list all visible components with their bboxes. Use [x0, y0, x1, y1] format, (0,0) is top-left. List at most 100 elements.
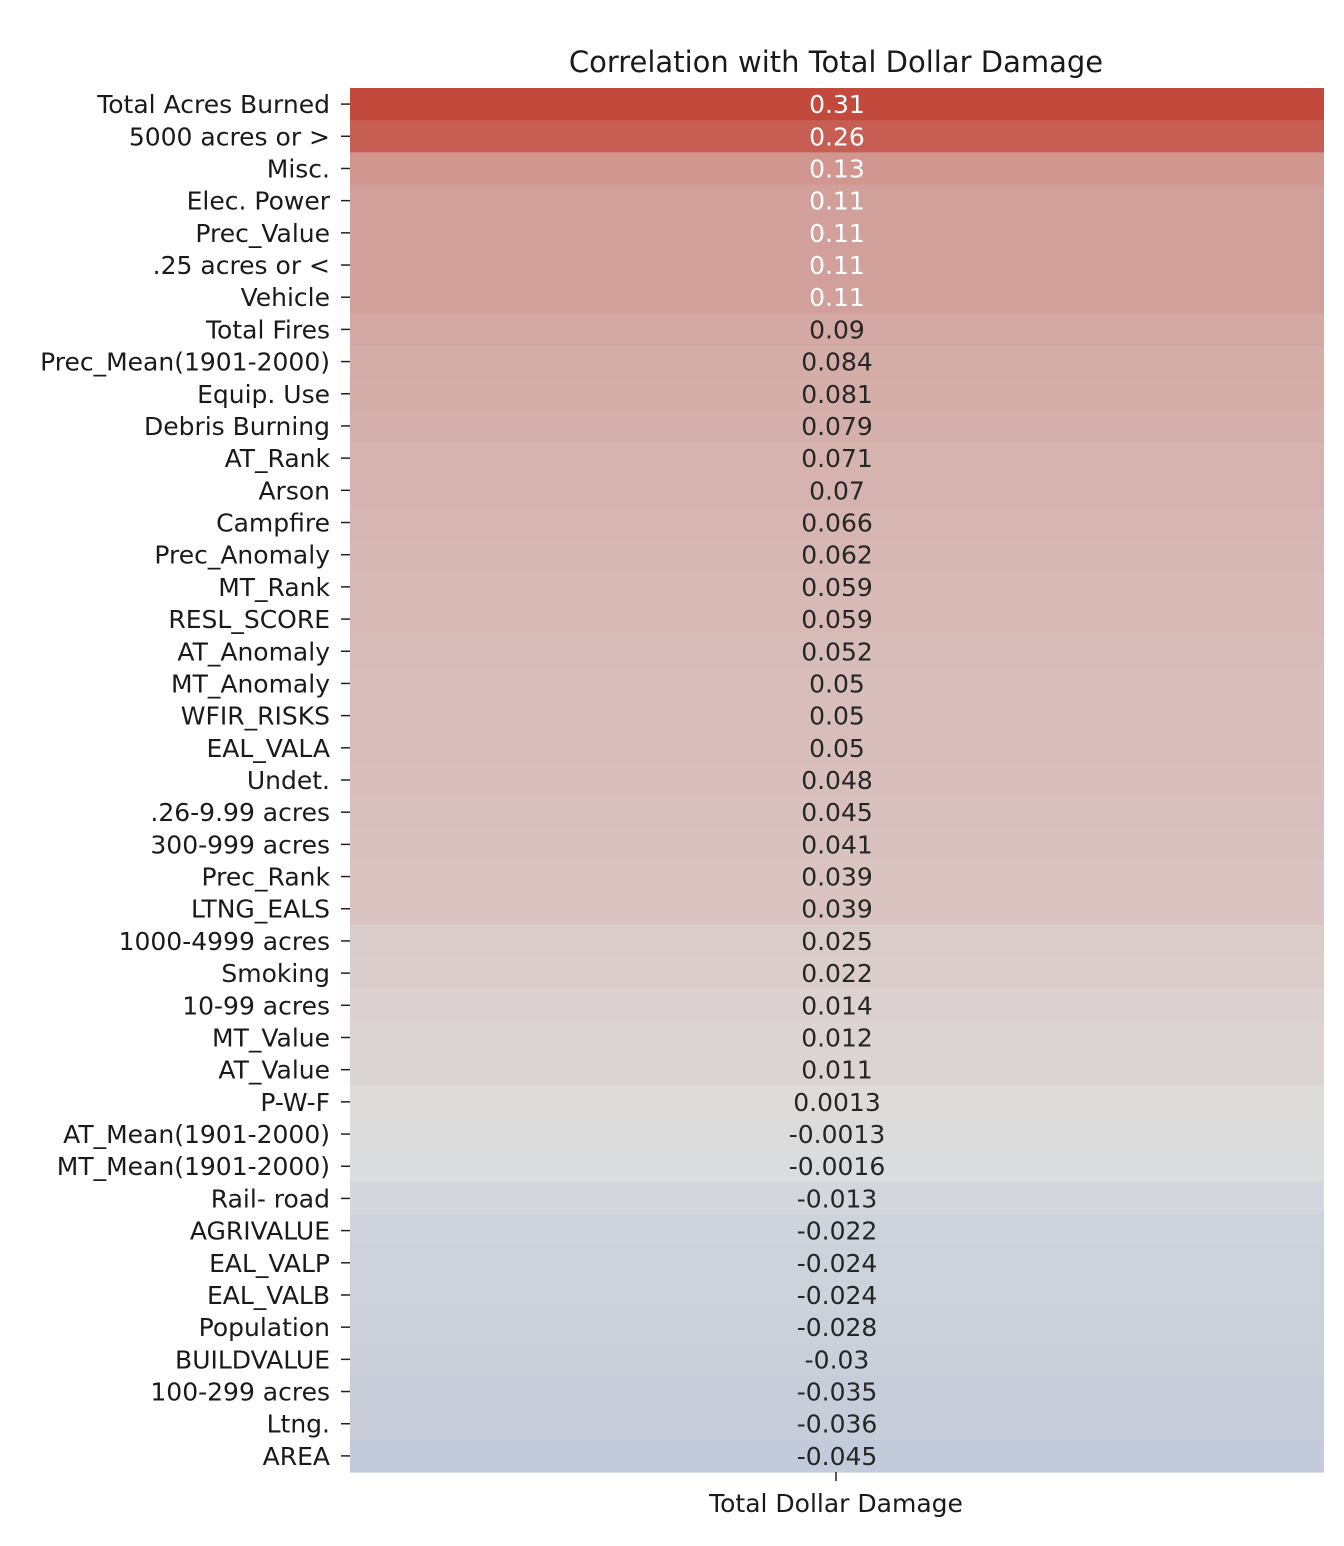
row-label: MT_Anomaly [171, 669, 330, 698]
heatmap-cell [350, 1214, 1324, 1248]
heatmap-cell [350, 506, 1324, 540]
cell-value-label: 0.039 [801, 895, 873, 924]
row-label: Smoking [221, 959, 330, 988]
cell-value-label: 0.11 [809, 219, 865, 248]
cell-value-label: 0.012 [801, 1023, 873, 1052]
cell-value-label: 0.039 [801, 863, 873, 892]
heatmap-cell [350, 828, 1324, 862]
heatmap-cell [350, 602, 1324, 636]
cell-value-label: 0.079 [801, 412, 873, 441]
row-label: AT_Value [218, 1056, 330, 1085]
row-label: MT_Value [212, 1023, 330, 1052]
row-label: Ltng. [267, 1410, 330, 1439]
heatmap-cell [350, 892, 1324, 926]
cell-value-label: 0.07 [809, 476, 865, 505]
row-label: EAL_VALA [206, 734, 330, 763]
heatmap-cell [350, 442, 1324, 475]
heatmap-cell [350, 345, 1324, 379]
row-label: AT_Anomaly [177, 637, 330, 666]
row-label: Total Fires [205, 315, 330, 344]
row-label: BUILDVALUE [175, 1345, 330, 1374]
cell-value-label: 0.11 [809, 283, 865, 312]
heatmap-cell [350, 1311, 1324, 1344]
heatmap-cell [350, 924, 1324, 958]
row-label: 10-99 acres [182, 991, 330, 1020]
cell-value-label: 0.05 [809, 734, 865, 763]
heatmap-cell [350, 1246, 1324, 1280]
heatmap-cell [350, 313, 1324, 347]
cell-value-label: 0.022 [801, 959, 873, 988]
row-label: Elec. Power [187, 187, 331, 216]
cell-value-label: 0.011 [801, 1056, 873, 1085]
cell-value-label: 0.025 [801, 927, 873, 956]
row-label: .25 acres or < [153, 251, 330, 280]
row-label: .26-9.99 acres [150, 798, 330, 827]
heatmap-cell [350, 248, 1324, 282]
heatmap-cell [350, 409, 1324, 443]
cell-value-label: 0.05 [809, 702, 865, 731]
heatmap-cell [350, 763, 1324, 797]
row-label: Undet. [247, 766, 330, 795]
heatmap-cell [350, 1407, 1324, 1441]
cell-value-label: 0.045 [801, 798, 873, 827]
cell-value-label: 0.084 [801, 348, 873, 377]
cell-value-label: -0.013 [797, 1184, 878, 1213]
heatmap-cell [350, 1182, 1324, 1216]
row-label: 5000 acres or > [129, 122, 330, 151]
row-label: Prec_Value [195, 219, 330, 248]
cell-value-labels: 0.31 0.26 0.13 0.11 0.11 0.11 0.11 0.09 0.084 0.0… [789, 90, 886, 1471]
row-label: Misc. [267, 154, 330, 183]
row-label: Arson [258, 476, 330, 505]
row-labels: Total Acres Burned 5000 acres or > Misc. El… [40, 90, 350, 1471]
heatmap-cell [350, 1085, 1324, 1119]
heatmap-cell [350, 1375, 1324, 1409]
row-label: Debris Burning [144, 412, 330, 441]
row-label: WFIR_RISKS [181, 702, 330, 731]
cell-value-label: 0.059 [801, 605, 873, 634]
cell-value-label: -0.03 [805, 1345, 870, 1374]
heatmap-cell [350, 699, 1324, 733]
chart-title: Correlation with Total Dollar Damage [569, 45, 1103, 79]
cell-value-label: 0.11 [809, 251, 865, 280]
cell-value-label: 0.071 [801, 444, 873, 473]
heatmap-cell [350, 88, 1324, 121]
cell-value-label: 0.26 [809, 122, 865, 151]
cell-value-label: 0.062 [801, 541, 873, 570]
row-label: Campfire [216, 509, 330, 538]
cell-value-label: 0.059 [801, 573, 873, 602]
row-label: RESL_SCORE [168, 605, 330, 634]
row-label: Rail- road [211, 1184, 330, 1213]
row-label: Equip. Use [197, 380, 330, 409]
cell-value-label: -0.0013 [789, 1120, 886, 1149]
row-label: Prec_Rank [202, 863, 331, 892]
heatmap-cell [350, 152, 1324, 186]
cell-value-label: -0.036 [797, 1410, 878, 1439]
heatmap-cell [350, 377, 1324, 411]
cell-value-label: 0.05 [809, 669, 865, 698]
heatmap-cell [350, 957, 1324, 990]
heatmap-cell [350, 731, 1324, 765]
heatmap-cell [350, 570, 1324, 604]
cell-value-label: 0.081 [801, 380, 873, 409]
heatmap-cell [350, 1021, 1324, 1055]
row-label: EAL_VALP [209, 1249, 330, 1278]
heatmap-cell [350, 1439, 1324, 1473]
row-label: LTNG_EALS [191, 895, 330, 924]
row-label: Prec_Anomaly [154, 541, 330, 570]
cell-value-label: 0.066 [801, 509, 873, 538]
heatmap-cell [350, 989, 1324, 1022]
heatmap-cell [350, 1150, 1324, 1183]
cell-value-label: 0.041 [801, 830, 873, 859]
cell-value-label: 0.13 [809, 154, 865, 183]
heatmap-cell [350, 1278, 1324, 1312]
cell-value-label: 0.31 [809, 90, 865, 119]
cell-value-label: 0.09 [809, 315, 865, 344]
row-label: P-W-F [260, 1088, 330, 1117]
row-label: MT_Mean(1901-2000) [57, 1152, 330, 1181]
cell-value-label: -0.0016 [789, 1152, 886, 1181]
row-label: AREA [263, 1442, 330, 1471]
heatmap-cell [350, 1117, 1324, 1151]
cell-value-label: -0.028 [797, 1313, 878, 1342]
heatmap-cell [350, 184, 1324, 218]
